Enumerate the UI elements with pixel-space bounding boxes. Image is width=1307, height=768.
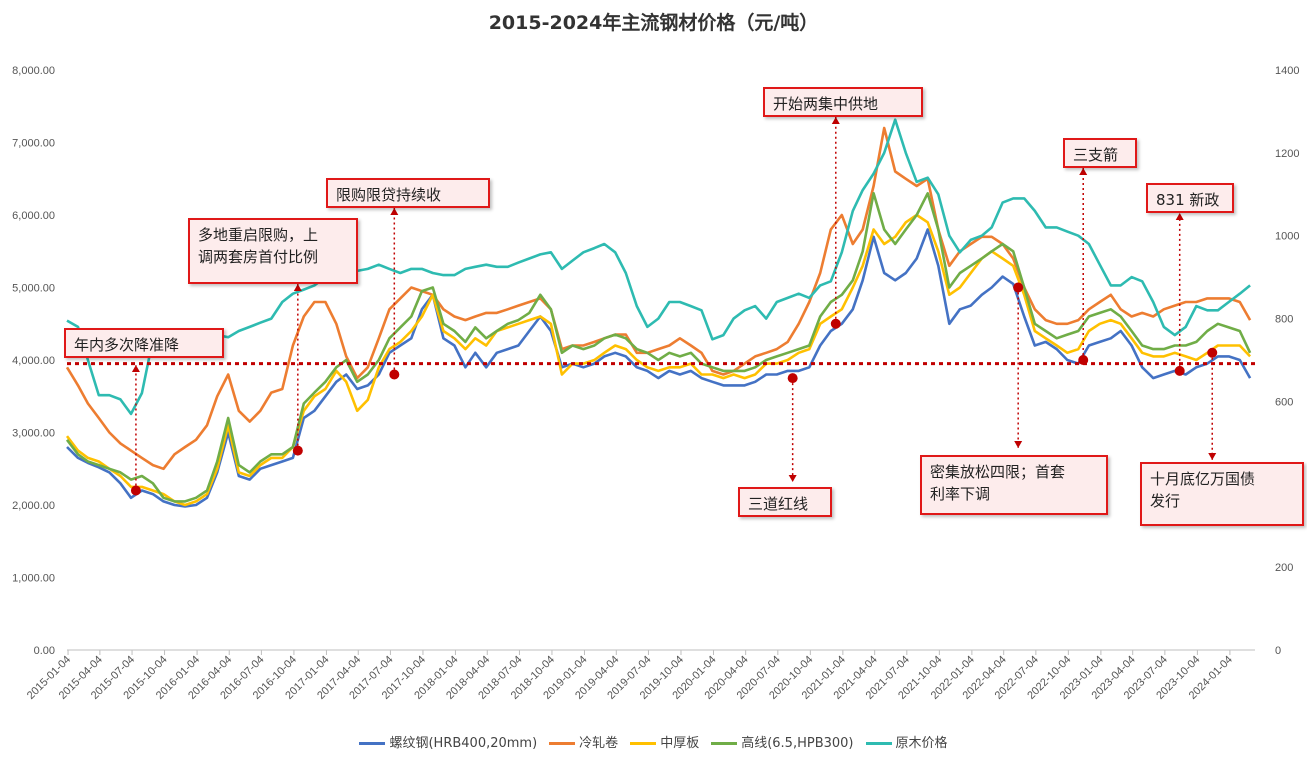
annotation-box: 密集放松四限；首套 利率下调 — [920, 455, 1108, 515]
y-left-tick-label: 1,000.00 — [12, 573, 55, 585]
annotation-arrowhead — [1208, 453, 1217, 460]
legend-label: 高线(6.5,HPB300) — [741, 736, 854, 751]
annotation-box: 831 新政 — [1146, 183, 1234, 213]
y-left-tick-label: 4,000.00 — [12, 355, 55, 367]
annotation-box: 多地重启限购，上 调两套房首付比例 — [188, 218, 358, 284]
chart-title: 2015-2024年主流钢材价格（元/吨） — [488, 12, 819, 34]
y-right-tick-label: 1200 — [1275, 148, 1299, 160]
y-left-tick-label: 0.00 — [34, 645, 55, 657]
legend-swatch — [711, 742, 738, 745]
y-left-tick-label: 3,000.00 — [12, 428, 55, 440]
y-left-tick-label: 8,000.00 — [12, 65, 55, 77]
annotation-box: 三道红线 — [738, 487, 832, 517]
annotation-box: 开始两集中供地 — [763, 87, 923, 117]
annotation-marker — [1078, 355, 1089, 365]
y-left-tick-label: 7,000.00 — [12, 138, 55, 150]
annotation-arrowhead — [1175, 213, 1184, 220]
legend-item: 冷轧卷 — [549, 732, 618, 751]
legend-swatch — [630, 742, 657, 745]
annotation-marker — [130, 485, 141, 496]
legend-label: 中厚板 — [660, 736, 700, 751]
annotation-arrowhead — [1014, 441, 1023, 448]
annotation-box: 十月底亿万国债 发行 — [1140, 462, 1304, 526]
y-right-tick-label: 200 — [1275, 562, 1293, 574]
legend-label: 螺纹钢(HRB400,20mm) — [389, 736, 538, 751]
annotation-box: 限购限贷持续收 — [326, 178, 490, 208]
annotation-marker — [830, 318, 841, 329]
legend-swatch — [549, 742, 576, 745]
y-right-tick-label: 0 — [1275, 645, 1281, 657]
legend-item: 中厚板 — [630, 732, 699, 751]
annotation-arrowhead — [788, 475, 797, 482]
annotation-marker — [1013, 282, 1024, 293]
annotation-arrowhead — [131, 365, 140, 372]
annotation-marker — [1174, 365, 1185, 376]
legend-item: 高线(6.5,HPB300) — [711, 732, 854, 751]
legend-item: 螺纹钢(HRB400,20mm) — [359, 732, 537, 751]
legend-item: 原木价格 — [865, 732, 948, 751]
annotation-box: 年内多次降准降 — [64, 328, 224, 358]
y-right-tick-label: 1000 — [1275, 231, 1299, 243]
series-line — [65, 192, 1252, 503]
legend-swatch — [865, 742, 892, 745]
annotation-arrowhead — [1079, 168, 1088, 175]
annotation-arrowhead — [293, 284, 302, 291]
annotation-marker — [787, 373, 798, 384]
y-right-tick-label: 1400 — [1275, 65, 1299, 77]
annotation-box: 三支箭 — [1063, 138, 1137, 168]
series-line — [66, 228, 1252, 508]
y-left-tick-label: 5,000.00 — [12, 283, 55, 295]
series-line — [65, 126, 1252, 471]
y-left-tick-label: 2,000.00 — [12, 500, 55, 512]
series-line — [66, 118, 1251, 416]
legend-swatch — [359, 742, 386, 745]
legend-label: 冷轧卷 — [579, 736, 619, 751]
annotation-arrowhead — [390, 208, 399, 215]
y-right-tick-label: 800 — [1275, 314, 1293, 326]
y-left-tick-label: 6,000.00 — [12, 210, 55, 222]
chart-legend: 螺纹钢(HRB400,20mm) 冷轧卷 中厚板 高线(6.5,HPB300) 原木价格 — [0, 732, 1307, 751]
annotation-marker — [292, 445, 303, 456]
series-line — [65, 213, 1252, 507]
legend-label: 原木价格 — [895, 736, 948, 751]
annotation-marker — [389, 369, 400, 380]
annotation-arrowhead — [831, 117, 840, 124]
y-right-tick-label: 600 — [1275, 396, 1293, 408]
annotation-marker — [1207, 347, 1218, 358]
